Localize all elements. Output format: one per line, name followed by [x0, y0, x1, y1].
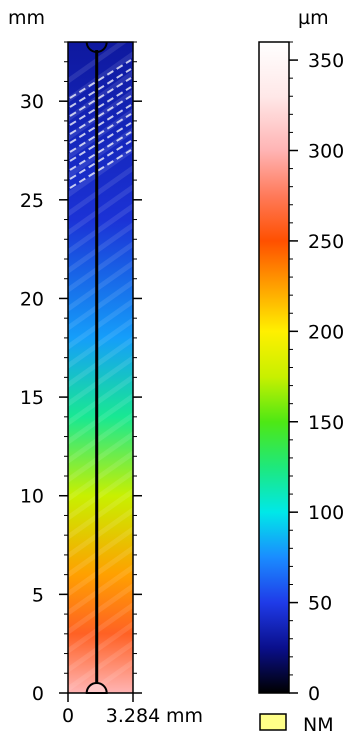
colorbar-tick-label: 300 [308, 141, 344, 163]
texture-streak [68, 563, 133, 617]
profile-end-marker [85, 682, 108, 694]
map-axes: 0 5 10 15 20 25 30 0 3.284 [20, 41, 160, 727]
colorbar-tick-label: 350 [308, 50, 344, 72]
texture-scratch [69, 95, 132, 135]
texture-streak [68, 506, 133, 560]
texture-streak [68, 164, 133, 218]
map-y-tick-label: 25 [20, 190, 44, 212]
colorbar-tick-label: 250 [308, 231, 344, 253]
colorbar-unit: µm [298, 7, 329, 29]
colorbar-tick-label: 0 [308, 683, 320, 705]
texture-streak [68, 259, 133, 313]
texture-streak [68, 373, 133, 427]
height-map [67, 41, 134, 694]
map-y-tick-label: 15 [20, 387, 44, 409]
profile-start-marker [85, 41, 108, 53]
texture-streak [68, 354, 133, 408]
colorbar-tick-label: 50 [308, 593, 332, 615]
texture-streak [68, 487, 133, 541]
texture-streak [68, 620, 133, 674]
colorbar [258, 41, 290, 694]
texture-streak [68, 278, 133, 332]
texture-scratch [69, 68, 132, 108]
map-x-tick-label: 3.284 [106, 705, 160, 727]
colorbar-axis: 0 50 100 150 200 250 300 350 [289, 41, 344, 705]
map-y-tick-label: 30 [20, 91, 44, 113]
texture-scratch [69, 131, 132, 171]
texture-scratch [69, 140, 132, 180]
texture-scratch [69, 149, 132, 189]
texture-streak [68, 544, 133, 598]
texture-streak [68, 392, 133, 446]
texture-streak [68, 582, 133, 636]
texture-scratch [69, 113, 132, 153]
texture-streak [68, 297, 133, 351]
map-y-tick-label: 0 [32, 683, 44, 705]
nm-legend-swatch [259, 713, 287, 731]
texture-streak [68, 449, 133, 503]
texture-scratch [69, 86, 132, 126]
texture-streak [68, 240, 133, 294]
texture-streak [68, 430, 133, 484]
map-x-unit: mm [166, 705, 203, 727]
map-y-tick-label: 20 [20, 288, 44, 310]
texture-streak [68, 183, 133, 237]
texture-streak [68, 202, 133, 256]
texture-streak [68, 42, 128, 85]
texture-scratch [69, 77, 132, 117]
map-y-unit: mm [8, 7, 45, 29]
nm-legend-label: NM [303, 714, 334, 736]
texture-streak [68, 316, 133, 370]
surface-texture [68, 42, 133, 693]
texture-scratch [69, 122, 132, 162]
texture-streak [68, 221, 133, 275]
texture-streak [68, 639, 133, 693]
map-x-tick-label: 0 [62, 705, 74, 727]
texture-scratch [69, 104, 132, 144]
texture-streak [68, 335, 133, 389]
map-y-tick-label: 5 [32, 584, 44, 606]
colorbar-tick-label: 100 [308, 502, 344, 524]
map-y-tick-label: 10 [20, 486, 44, 508]
texture-streak [68, 601, 133, 655]
texture-streak [68, 411, 133, 465]
colorbar-tick-label: 150 [308, 412, 344, 434]
texture-streak [68, 525, 133, 579]
colorbar-tick-label: 200 [308, 321, 344, 343]
texture-streak [68, 468, 133, 522]
texture-scratch [69, 59, 132, 99]
